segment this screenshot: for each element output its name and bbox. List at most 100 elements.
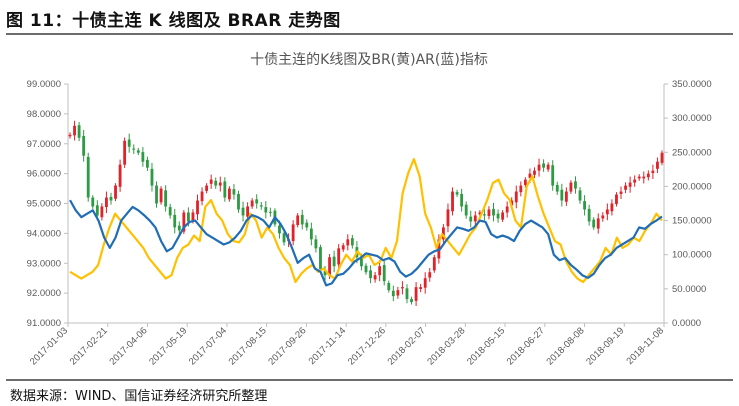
candle-body — [100, 206, 104, 218]
candle-body — [633, 179, 637, 183]
candle-body — [337, 248, 341, 265]
candle-body — [605, 209, 609, 215]
candle-body — [237, 193, 240, 210]
candle-body — [177, 225, 181, 231]
chart-title: 十债主连的K线图及BR(黄)AR(蓝)指标 — [250, 51, 488, 68]
candle-body — [387, 282, 391, 291]
candle-body — [373, 275, 377, 280]
x-tick-label: 2018-06-27 — [505, 325, 547, 367]
candle-body — [141, 152, 145, 162]
candle-body — [319, 247, 322, 270]
candle-body — [660, 152, 664, 163]
candle-body — [410, 299, 413, 303]
candle-body — [542, 163, 546, 168]
x-tick-label: 2017-09-26 — [266, 325, 308, 367]
x-tick-label: 2017-07-04 — [187, 325, 229, 367]
candle-body — [323, 271, 327, 276]
candle-body — [505, 206, 509, 213]
candle-body — [205, 185, 209, 191]
y-left-tick-label: 97.0000 — [27, 139, 61, 150]
x-tick-label: 2017-11-14 — [307, 325, 349, 367]
candle-body — [583, 201, 586, 210]
ar-line — [69, 199, 663, 287]
y-right-tick-label: 300.0000 — [672, 113, 712, 124]
candle-body — [615, 194, 618, 205]
candle-body — [432, 257, 436, 271]
y-right-tick-label: 250.0000 — [672, 147, 712, 158]
candle-body — [610, 203, 614, 212]
y-left-tick-label: 99.0000 — [27, 79, 61, 90]
candle-body — [218, 182, 222, 186]
candle-body — [396, 290, 400, 296]
x-tick-label: 2017-01-03 — [28, 325, 70, 367]
candle-body — [569, 182, 573, 192]
y-right-tick-label: 0.0000 — [672, 318, 701, 329]
y-left-tick-label: 91.0000 — [27, 318, 61, 329]
candle-body — [191, 212, 195, 221]
candle-body — [624, 185, 627, 190]
candle-body — [401, 287, 404, 289]
kline-brar-chart: 十债主连的K线图及BR(黄)AR(蓝)指标 91.0000 92.0000 93.0… — [27, 51, 712, 367]
candle-body — [209, 179, 213, 184]
candle-body — [105, 197, 108, 208]
x-tick-label: 2018-08-08 — [545, 325, 587, 367]
x-tick-label: 2018-02-07 — [386, 325, 428, 367]
candle-body — [496, 213, 500, 219]
y-right-tick-label: 350.0000 — [672, 79, 712, 90]
candle-body — [91, 197, 95, 207]
candle-body — [651, 170, 655, 174]
candle-body — [446, 209, 450, 227]
candle-body — [469, 216, 473, 222]
y-right-tick-label: 150.0000 — [672, 216, 712, 227]
candle-body — [364, 265, 368, 273]
candle-body — [487, 209, 491, 217]
candle-body — [378, 266, 382, 276]
candle-body — [464, 204, 468, 216]
candle-body — [264, 207, 268, 213]
candle-body — [478, 212, 482, 215]
candle-body — [136, 150, 140, 153]
candle-body — [173, 214, 177, 228]
candle-body — [369, 270, 372, 279]
candle-body — [77, 125, 81, 138]
source-note: 数据来源：WIND、国信证券经济研究所整理 — [10, 389, 268, 404]
candle-body — [414, 287, 418, 301]
candle-body — [519, 185, 523, 193]
candle-body — [246, 206, 250, 217]
y-right-tick-label: 200.0000 — [672, 181, 712, 192]
candle-body — [574, 181, 577, 189]
candle-body — [442, 227, 445, 240]
candle-body — [501, 212, 505, 220]
candle-body — [514, 191, 518, 203]
candle-body — [555, 184, 559, 192]
candle-body — [109, 196, 113, 201]
candle-body — [391, 290, 395, 297]
indicator-lines — [69, 157, 663, 287]
x-tick-label: 2018-09-19 — [584, 325, 626, 367]
top-divider — [6, 33, 733, 35]
candle-body — [419, 287, 423, 289]
candle-body — [127, 139, 131, 147]
candle-body — [168, 207, 172, 216]
candle-body — [259, 205, 263, 207]
candle-body — [314, 239, 318, 249]
candle-body — [346, 239, 350, 246]
y-left-tick-label: 96.0000 — [27, 169, 61, 180]
candle-body — [482, 214, 486, 216]
candle-body — [214, 180, 218, 186]
candle-body — [637, 176, 641, 179]
candle-body — [300, 214, 304, 225]
candle-body — [132, 148, 136, 150]
candle-body — [642, 176, 646, 179]
candle-body — [551, 165, 555, 186]
axes — [64, 83, 668, 327]
candle-body — [164, 190, 168, 207]
candle-body — [528, 173, 532, 178]
candle-body — [510, 200, 514, 206]
candle-body — [492, 208, 495, 216]
candle-body — [523, 179, 527, 185]
candle-body — [250, 200, 254, 207]
candle-body — [309, 228, 313, 240]
candle-body — [564, 191, 568, 202]
candle-body — [455, 192, 459, 195]
